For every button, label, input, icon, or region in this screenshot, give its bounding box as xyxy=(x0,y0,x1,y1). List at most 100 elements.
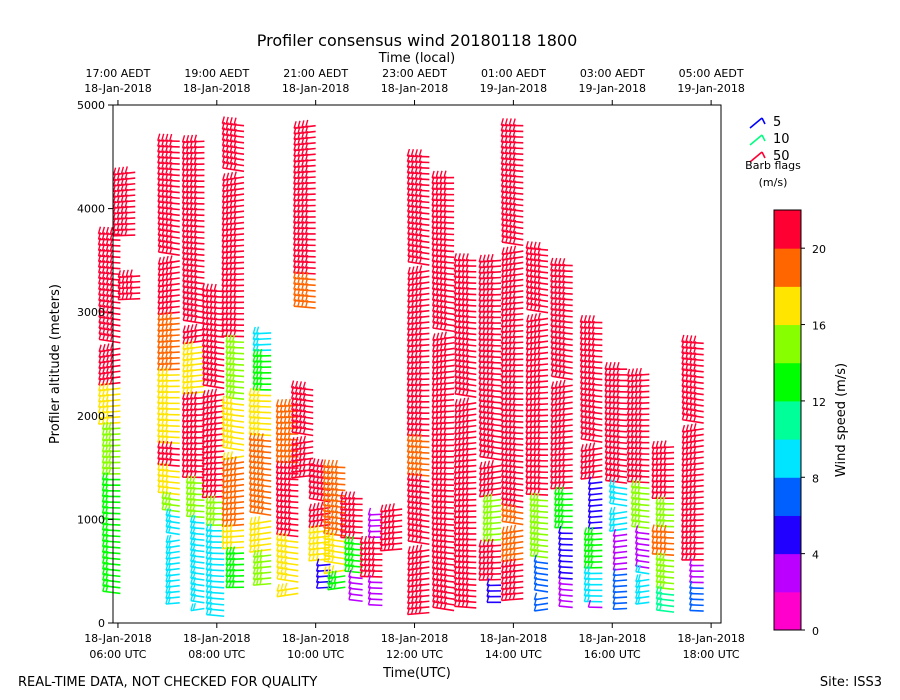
barb-feather xyxy=(101,438,106,447)
wind-barb xyxy=(97,416,121,425)
barb-shaft xyxy=(407,199,430,204)
barb-feather xyxy=(121,275,125,283)
wind-barb xyxy=(453,253,477,262)
barb-feather xyxy=(102,327,106,335)
barb-shaft xyxy=(157,151,180,154)
barb-feather xyxy=(192,571,196,579)
wind-barb xyxy=(161,491,180,502)
barb-shaft xyxy=(454,309,477,313)
barb-feather xyxy=(189,157,194,165)
barb-feather xyxy=(108,438,112,447)
barb-feather xyxy=(161,379,165,387)
barb-feather xyxy=(164,390,169,398)
barb-feather xyxy=(209,388,214,397)
barb-shaft xyxy=(206,557,225,561)
barb-feather xyxy=(168,145,173,153)
barb-feather xyxy=(169,317,173,325)
barb-feather xyxy=(181,212,186,221)
barb-shaft xyxy=(182,252,205,257)
barb-shaft xyxy=(479,433,502,438)
barb-feather xyxy=(208,501,213,509)
barb-feather xyxy=(105,377,110,385)
barb-shaft xyxy=(293,187,316,191)
barb-feather xyxy=(124,194,128,202)
wind-barb xyxy=(157,194,180,205)
barb-shaft xyxy=(432,606,455,612)
barb-feather xyxy=(102,321,106,329)
barb-feather xyxy=(225,139,230,147)
wind-barb xyxy=(293,254,316,264)
barb-shaft xyxy=(186,498,205,502)
barb-feather xyxy=(101,237,106,246)
barb-feather xyxy=(165,300,169,309)
wind-barb xyxy=(221,132,245,144)
barb-feather xyxy=(165,234,169,243)
barb-feather xyxy=(252,343,256,351)
barb-feather xyxy=(294,380,299,389)
barb-feather xyxy=(209,428,214,436)
barb-feather xyxy=(109,328,114,336)
barb-feather xyxy=(98,377,102,386)
barb-feather xyxy=(213,334,217,342)
barb-feather xyxy=(205,596,210,604)
barb-feather xyxy=(165,351,169,359)
barb-feather xyxy=(201,338,206,347)
wind-barb xyxy=(205,545,225,555)
barb-feather xyxy=(189,402,194,411)
barb-feather xyxy=(161,468,165,477)
wind-barb xyxy=(157,434,180,445)
wind-barb xyxy=(221,216,245,226)
barb-shaft xyxy=(479,288,502,291)
barb-feather xyxy=(213,357,218,365)
barb-feather xyxy=(169,223,173,232)
barb-feather xyxy=(225,401,229,409)
wind-barb xyxy=(157,368,180,377)
barb-feather xyxy=(105,517,109,525)
barb-shaft xyxy=(222,221,245,226)
barb-feather xyxy=(189,397,194,405)
wind-barb xyxy=(276,571,299,583)
barb-feather xyxy=(298,441,303,450)
barb-shaft xyxy=(291,451,314,457)
barb-feather xyxy=(102,310,106,318)
barb-feather xyxy=(112,206,117,214)
wind-barb xyxy=(205,534,225,543)
barb-feather xyxy=(109,283,114,291)
barb-feather xyxy=(225,189,230,197)
wind-barb xyxy=(339,491,363,500)
barb-profile xyxy=(221,116,245,589)
barb-shaft xyxy=(432,393,455,397)
barb-feather xyxy=(157,144,161,153)
barb-feather xyxy=(101,433,106,441)
barb-feather xyxy=(225,496,229,504)
barb-feather xyxy=(189,145,194,154)
barb-feather xyxy=(279,426,284,435)
barb-feather xyxy=(293,148,297,157)
barb-feather xyxy=(209,334,214,342)
barb-shaft xyxy=(222,176,245,182)
barb-feather xyxy=(297,154,301,162)
barb-feather xyxy=(165,167,169,175)
barb-feather xyxy=(101,517,106,525)
barb-shaft xyxy=(432,404,455,408)
barb-feather xyxy=(164,373,169,382)
wind-barb xyxy=(181,391,205,401)
barb-feather xyxy=(157,177,161,186)
barb-shaft xyxy=(158,282,180,288)
wind-barb xyxy=(248,410,272,420)
wind-barb xyxy=(221,484,245,494)
barb-feather xyxy=(279,471,284,480)
barb-feather xyxy=(259,549,263,557)
barb-feather xyxy=(228,390,233,399)
barb-shaft xyxy=(182,442,205,445)
barb-shaft xyxy=(182,146,205,149)
barb-feather xyxy=(255,572,260,580)
barb-feather xyxy=(302,458,306,466)
barb-feather xyxy=(185,174,190,182)
wind-barb xyxy=(181,235,205,245)
barb-feather xyxy=(101,226,106,235)
barb-feather xyxy=(189,509,193,517)
barb-feather xyxy=(228,563,232,571)
barb-shaft xyxy=(113,211,136,215)
barb-shaft xyxy=(222,267,245,271)
